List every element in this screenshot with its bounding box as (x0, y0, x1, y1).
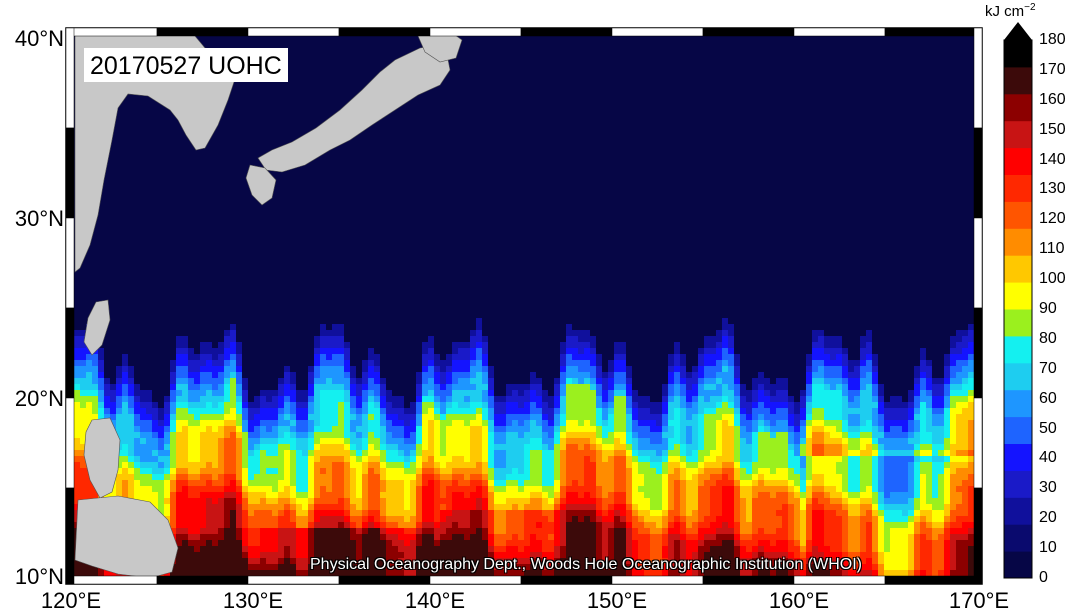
colorbar-tick-label: 120 (1039, 210, 1066, 228)
colorbar-block (1004, 362, 1032, 391)
colorbar-block (1004, 93, 1032, 122)
colorbar-tick-label: 40 (1039, 449, 1057, 467)
lon-label-140e: 140°E (404, 588, 466, 613)
colorbar-block (1004, 497, 1032, 525)
colorbar-tick-label: 160 (1039, 90, 1066, 108)
frame-segment (793, 575, 886, 585)
frame-segment (884, 27, 977, 37)
lat-label-10n: 10°N (14, 564, 64, 589)
frame-segment (156, 575, 249, 585)
frame-ticks (65, 27, 983, 585)
frame-segment (973, 307, 983, 399)
colorbar-tick-label: 140 (1039, 150, 1066, 168)
lon-label-170e: 170°E (948, 588, 1010, 613)
colorbar-tick-label: 0 (1039, 569, 1048, 586)
frame-segment (65, 27, 75, 129)
frame-segment (65, 487, 75, 585)
frame-segment (520, 27, 613, 37)
colorbar-tick-label: 50 (1039, 419, 1057, 437)
colorbar (1003, 22, 1033, 579)
frame-segment (429, 27, 522, 37)
colorbar-blocks (1004, 40, 1032, 579)
frame-segment (65, 575, 158, 585)
frame-segment (65, 307, 75, 399)
colorbar-block (1004, 201, 1032, 229)
colorbar-block (1004, 40, 1032, 68)
frame-segment (247, 575, 340, 585)
colorbar-block (1004, 551, 1032, 579)
colorbar-tick-label: 90 (1039, 300, 1057, 317)
frame-segment (611, 575, 704, 585)
frame-segment (973, 397, 983, 489)
colorbar-tick-label: 100 (1039, 270, 1066, 288)
colorbar-block (1004, 120, 1032, 149)
colorbar-tick-label: 150 (1039, 120, 1066, 138)
frame-segment (702, 27, 795, 37)
colorbar-block (1004, 228, 1032, 256)
frame-segment (973, 127, 983, 219)
frame-segment (884, 575, 977, 585)
colorbar-tick-label: 80 (1039, 329, 1057, 347)
frame-segment (973, 487, 983, 585)
colorbar-tick-label: 30 (1039, 479, 1057, 497)
colorbar-tick-label: 130 (1039, 180, 1066, 198)
frame-segment (65, 27, 158, 37)
colorbar-tick-label: 60 (1039, 389, 1057, 407)
frame-segment (156, 27, 249, 37)
lat-label-20n: 20°N (14, 386, 64, 411)
lon-label-130e: 130°E (222, 588, 284, 613)
frame-segment (338, 575, 431, 585)
lon-label-120e: 120°E (40, 588, 102, 613)
colorbar-tick-label: 10 (1039, 539, 1057, 557)
frame-segment (65, 127, 75, 219)
colorbar-block (1004, 416, 1032, 444)
frame-segment (973, 27, 983, 129)
colorbar-block (1004, 282, 1032, 310)
land-japan-honshu (257, 43, 451, 173)
colorbar-extend-triangle (1004, 22, 1032, 40)
frame-segment (611, 27, 704, 37)
colorbar-block (1004, 255, 1032, 283)
colorbar-tick-label: 110 (1039, 240, 1065, 258)
frame-segment (793, 27, 886, 37)
map-frame (65, 27, 983, 585)
land-taiwan (83, 299, 111, 356)
land-visayas-mindanao (74, 495, 179, 579)
colorbar-block (1004, 470, 1032, 498)
frame-segment (65, 397, 75, 489)
frame-segment (247, 27, 340, 37)
land-japan-kyushu (245, 164, 277, 206)
lon-label-160e: 160°E (768, 588, 830, 613)
colorbar-tick-label: 70 (1039, 359, 1057, 377)
colorbar-block (1004, 389, 1032, 418)
frame-segment (338, 27, 431, 37)
colorbar-block (1004, 524, 1032, 552)
colorbar-block (1004, 147, 1032, 175)
map-title: 20170527 UOHC (84, 48, 288, 82)
colorbar-block (1004, 443, 1032, 471)
colorbar-tick-label: 180 (1039, 31, 1066, 48)
land-luzon (83, 417, 121, 499)
lon-label-150e: 150°E (586, 588, 648, 613)
colorbar-block (1004, 66, 1032, 95)
map-area (65, 27, 983, 585)
colorbar-units: kJ cm−2 (985, 2, 1036, 20)
frame-segment (65, 217, 75, 309)
colorbar-tick-label: 170 (1039, 60, 1066, 78)
colorbar-block (1004, 335, 1032, 364)
credit-text: Physical Oceanography Dept., Woods Hole … (310, 556, 862, 573)
frame-segment (520, 575, 613, 585)
frame-segment (973, 217, 983, 309)
frame-segment (702, 575, 795, 585)
lat-label-40n: 40°N (14, 26, 64, 51)
colorbar-tick-label: 20 (1039, 509, 1057, 527)
colorbar-block (1004, 174, 1032, 202)
colorbar-block (1004, 309, 1032, 337)
frame-segment (429, 575, 522, 585)
land-masses (74, 29, 463, 579)
lat-label-30n: 30°N (14, 206, 64, 231)
